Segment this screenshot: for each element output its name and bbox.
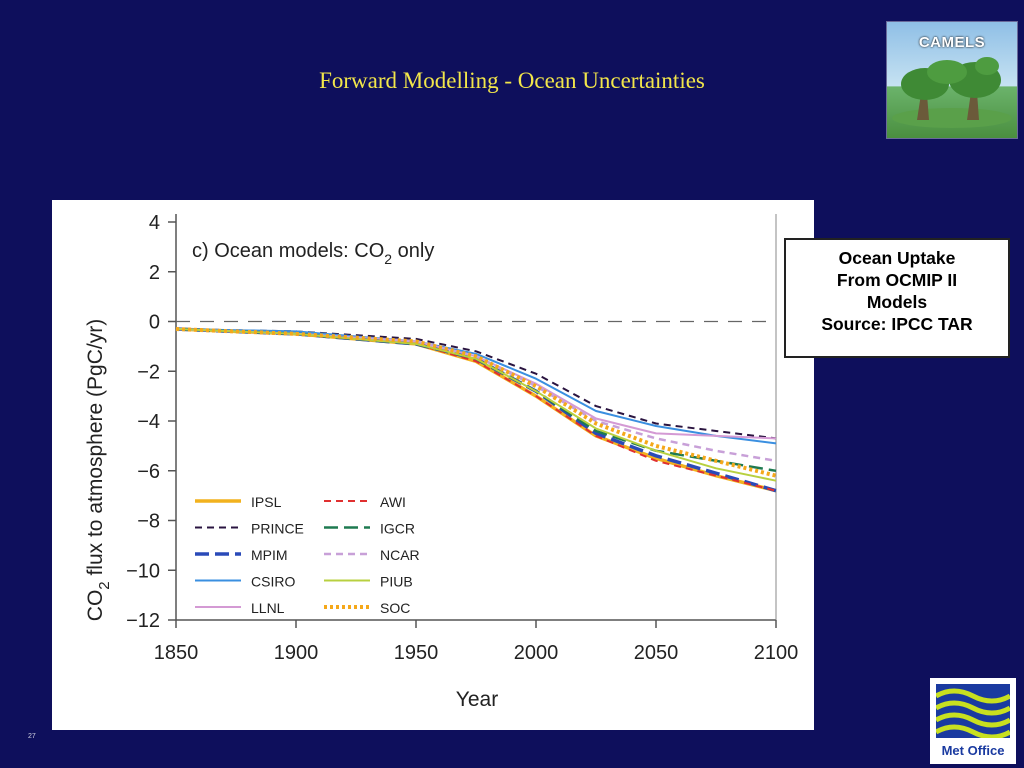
info-line-3: Models [866, 292, 928, 312]
ocean-flux-chart: 4 2 0 −2 −4 −6 −8 −10 −12 1850 1900 1950 2000 2050 210… [84, 212, 798, 711]
y-axis-label: CO2 flux to atmosphere (PgC/yr) [84, 319, 113, 621]
info-line-2: From OCMIP II [836, 270, 958, 290]
x-tick-label: 1950 [394, 642, 439, 664]
legend: IPSL PRINCE MPIM CSIRO LLNL AWI IGCR NCAR PIUB SO… [195, 494, 420, 616]
y-tick-label: −4 [137, 411, 160, 433]
series-line-piub [175, 328, 777, 482]
y-tick-label: 2 [149, 262, 160, 284]
legend-label-mpim: MPIM [251, 547, 288, 563]
axes: 4 2 0 −2 −4 −6 −8 −10 −12 1850 1900 1950 2000 2050 210… [126, 212, 798, 664]
legend-label-prince: PRINCE [251, 521, 304, 537]
chart-panel: 4 2 0 −2 −4 −6 −8 −10 −12 1850 1900 1950 2000 2050 210… [52, 200, 814, 730]
info-box: Ocean Uptake From OCMIP II Models Source… [784, 238, 1010, 358]
x-tick-label: 2100 [754, 642, 799, 664]
legend-label-awi: AWI [380, 494, 406, 510]
series-line-llnl [175, 328, 777, 440]
camels-logo-art [892, 57, 1012, 128]
x-tick-label: 2000 [514, 642, 559, 664]
slide-title: Forward Modelling - Ocean Uncertainties [319, 68, 705, 93]
y-tick-label: 0 [149, 312, 160, 334]
y-tick-label: −6 [137, 461, 160, 483]
legend-label-soc: SOC [380, 600, 410, 616]
legend-label-csiro: CSIRO [251, 574, 295, 590]
metoffice-waves-icon [934, 684, 1012, 740]
y-tick-label: −8 [137, 511, 160, 533]
series-line-csiro [175, 328, 777, 445]
y-tick-label: 4 [149, 212, 160, 234]
series-line-prince [175, 328, 777, 440]
x-tick-label: 2050 [634, 642, 679, 664]
series-line-igcr [175, 327, 777, 473]
y-tick-label: −10 [126, 560, 160, 582]
legend-label-igcr: IGCR [380, 521, 415, 537]
y-tick-label: −2 [137, 361, 160, 383]
y-tick-label: −12 [126, 610, 160, 632]
series-line-ncar [175, 327, 777, 463]
legend-label-piub: PIUB [380, 574, 413, 590]
legend-label-ncar: NCAR [380, 547, 420, 563]
x-axis-label: Year [456, 688, 498, 711]
x-tick-label: 1900 [274, 642, 319, 664]
metoffice-label: Met Office [941, 743, 1005, 758]
x-tick-label: 1850 [154, 642, 199, 664]
info-line-1: Ocean Uptake [838, 248, 956, 268]
camels-logo: CAMELS [886, 21, 1018, 139]
info-line-4: Source: IPCC TAR [821, 314, 973, 334]
legend-label-llnl: LLNL [251, 600, 285, 616]
series-lines [175, 327, 777, 493]
slide-number: 27 [28, 733, 36, 740]
chart-title: c) Ocean models: CO2 only [192, 240, 434, 267]
legend-label-ipsl: IPSL [251, 494, 282, 510]
metoffice-logo: Met Office [930, 678, 1016, 764]
camels-logo-label: CAMELS [918, 34, 986, 51]
